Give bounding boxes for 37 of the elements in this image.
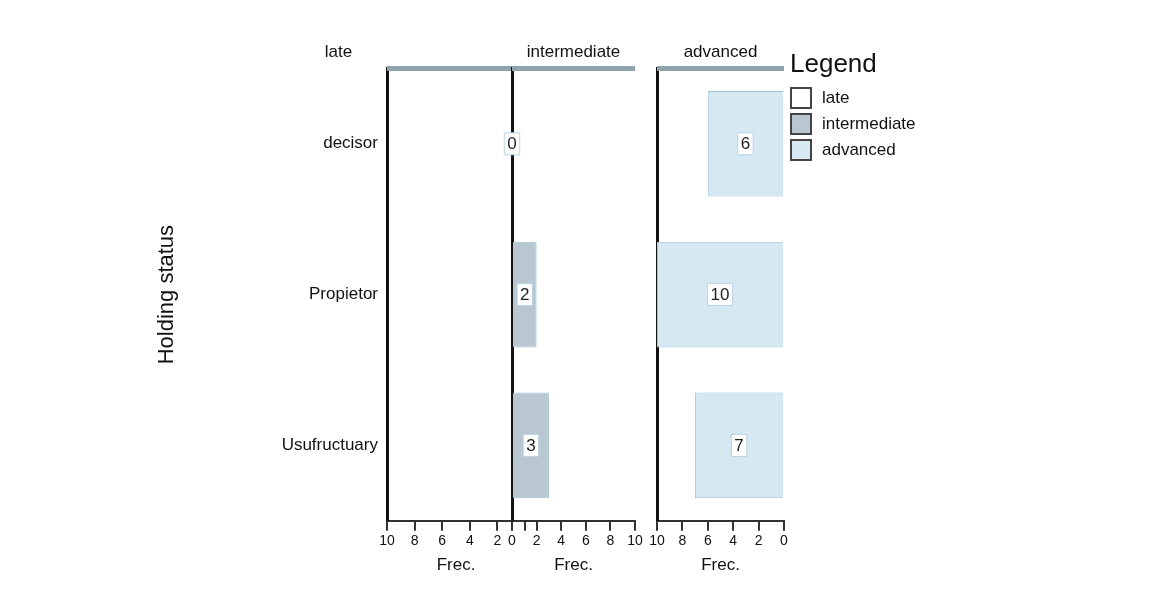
chart-title: late bbox=[324, 41, 353, 61]
legend-label: intermediate bbox=[822, 114, 916, 134]
data-label: 0 bbox=[507, 134, 517, 154]
x-tick-label: 4 bbox=[465, 532, 474, 549]
x-tick-label: 6 bbox=[703, 532, 712, 549]
x-tick-label: 6 bbox=[581, 532, 590, 549]
data-label: 3 bbox=[526, 436, 536, 456]
x-axis-title: Frec. bbox=[436, 555, 476, 575]
text: advanced bbox=[822, 140, 896, 160]
x-tick-label: 10 bbox=[649, 532, 665, 549]
legend-title: Legend bbox=[790, 48, 878, 79]
x-tick-label: 10 bbox=[627, 532, 643, 549]
y-axis-title: Holding status bbox=[153, 224, 179, 365]
x-tick-label: 2 bbox=[754, 532, 763, 549]
chart-title: advanced bbox=[683, 41, 758, 61]
x-tick-label: 2 bbox=[532, 532, 541, 549]
x-tick-label: 6 bbox=[438, 532, 447, 549]
y-tick-label: Propietor bbox=[309, 284, 379, 304]
x-axis-title: Frec. bbox=[701, 555, 740, 575]
legend-label: late bbox=[822, 88, 850, 108]
x-tick-label: 4 bbox=[557, 532, 566, 549]
x-tick-label: 8 bbox=[410, 532, 419, 549]
data-label: 6 bbox=[740, 134, 751, 154]
x-tick-label: 8 bbox=[606, 532, 615, 549]
data-label: 2 bbox=[520, 285, 530, 305]
chart-title: intermediate bbox=[526, 41, 621, 61]
x-axis-title: Frec. bbox=[554, 555, 593, 575]
data-label: 7 bbox=[734, 436, 744, 456]
data-label: 10 bbox=[710, 285, 730, 305]
y-tick-label: Usufructuary bbox=[281, 435, 379, 455]
x-tick-label: 8 bbox=[678, 532, 687, 549]
x-tick-label: 0 bbox=[508, 532, 517, 549]
x-tick-label: 2 bbox=[493, 532, 502, 549]
y-tick-label: decisor bbox=[323, 133, 379, 153]
x-tick-label: 0 bbox=[780, 532, 789, 549]
x-tick-label: 4 bbox=[729, 532, 738, 549]
x-tick-label: 10 bbox=[379, 532, 395, 549]
